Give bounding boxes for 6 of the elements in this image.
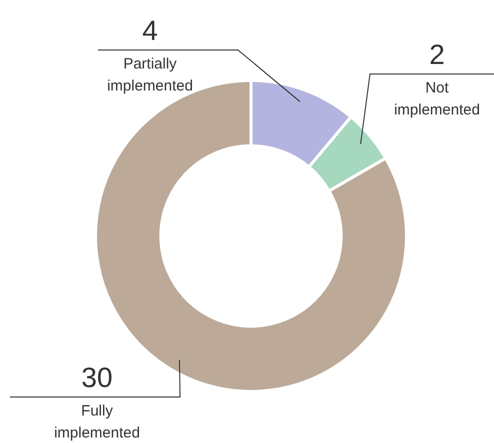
data-label: 30	[81, 362, 113, 393]
data-label: 4	[142, 15, 158, 46]
data-label: 2	[429, 39, 445, 70]
slice-label: Partially implemented	[107, 56, 193, 95]
slice-label: Fully implemented	[54, 402, 140, 442]
slice-label: Not implemented	[394, 80, 480, 119]
